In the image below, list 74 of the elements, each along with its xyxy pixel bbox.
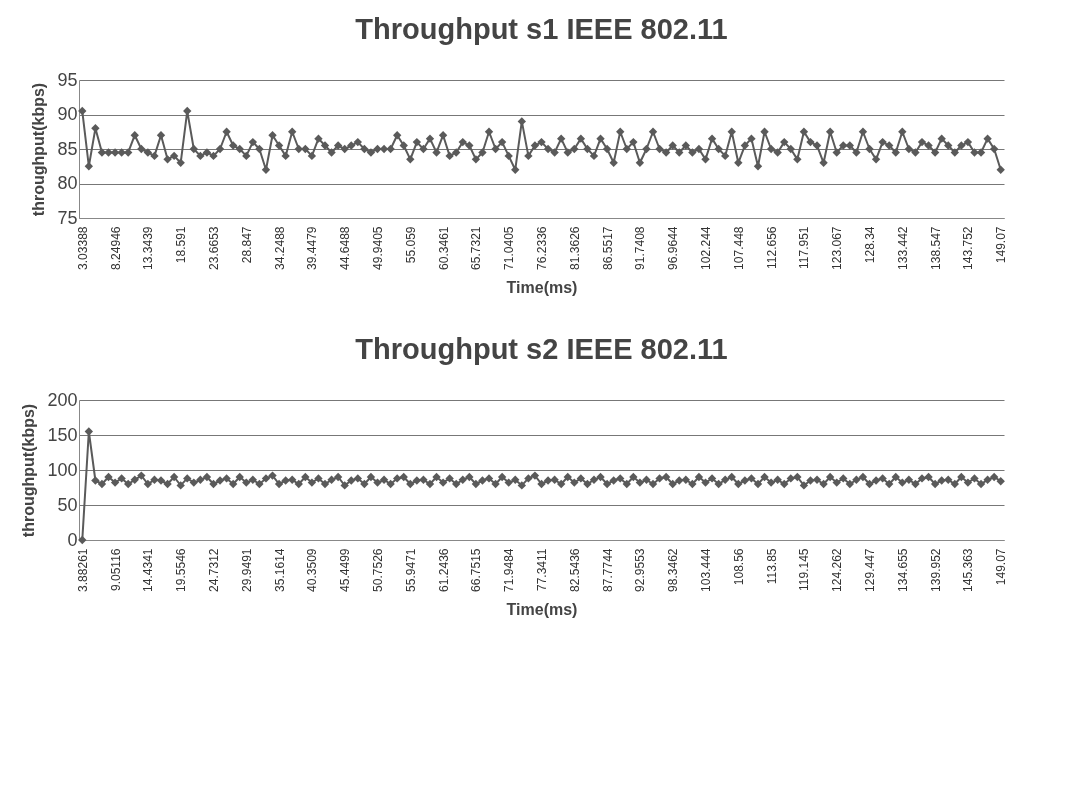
x-tick-label: 143.752	[961, 226, 976, 270]
x-tick-label: 149.07	[994, 548, 1009, 586]
x-tick-label: 23.6653	[206, 226, 221, 270]
y-tick-label: 100	[47, 459, 78, 480]
x-tick-label: 13.3439	[141, 226, 156, 270]
y-tick-label: 90	[57, 104, 78, 124]
y-tick-label: 75	[57, 207, 78, 228]
y-axis-title: throughput(kbps)	[30, 82, 48, 217]
x-tick-label: 9.05116	[108, 548, 123, 591]
x-tick-label: 45.4499	[338, 548, 353, 592]
x-tick-label: 107.448	[731, 226, 746, 270]
chart-title: Throughput s1 IEEE 802.11	[355, 13, 728, 45]
x-tick-label: 77.3411	[535, 548, 549, 591]
x-tick-label: 102.244	[699, 226, 714, 270]
x-tick-label: 117.951	[797, 226, 812, 269]
y-tick-label: 50	[57, 494, 78, 515]
x-tick-label: 40.3509	[305, 548, 320, 592]
x-axis-title: Time(ms)	[506, 278, 578, 296]
x-tick-label: 55.9471	[403, 548, 418, 592]
x-tick-label: 138.547	[928, 226, 943, 270]
x-tick-label: 55.059	[403, 226, 418, 264]
x-tick-label: 71.9484	[502, 548, 517, 592]
x-tick-label: 14.4341	[141, 548, 156, 592]
y-tick-label: 0	[67, 529, 78, 550]
x-tick-label: 86.5517	[600, 226, 615, 270]
x-tick-label: 49.9405	[370, 226, 385, 270]
x-tick-label: 35.1614	[272, 548, 287, 592]
x-tick-label: 39.4479	[305, 226, 320, 270]
x-tick-label: 19.5546	[174, 548, 189, 592]
x-tick-label: 128.34	[863, 226, 878, 264]
x-tick-label: 98.3462	[666, 548, 681, 592]
y-axis-title: throughput(kbps)	[20, 403, 38, 538]
x-tick-label: 145.363	[961, 548, 976, 592]
x-tick-label: 34.2488	[272, 226, 287, 270]
y-tick-label: 85	[57, 138, 78, 159]
x-tick-label: 8.24946	[108, 226, 123, 270]
x-axis-title: Time(ms)	[506, 600, 578, 618]
x-tick-label: 82.5436	[567, 548, 582, 592]
x-tick-label: 61.2436	[436, 548, 451, 592]
x-tick-label: 50.7526	[370, 548, 385, 592]
x-tick-label: 87.7744	[600, 548, 615, 592]
x-tick-label: 96.9644	[666, 226, 681, 270]
x-tick-label: 81.3626	[567, 226, 582, 270]
x-tick-label: 103.444	[699, 548, 714, 592]
x-tick-label: 113.85	[764, 548, 779, 585]
x-tick-label: 76.2336	[535, 226, 549, 270]
x-tick-label: 92.9553	[633, 548, 648, 592]
x-tick-label: 149.07	[994, 226, 1009, 264]
x-tick-label: 24.7312	[206, 548, 221, 592]
x-tick-label: 66.7515	[469, 548, 484, 592]
y-tick-label: 150	[47, 424, 78, 445]
x-tick-label: 65.7321	[469, 226, 484, 270]
x-tick-label: 71.0405	[502, 226, 517, 270]
x-tick-label: 60.3461	[436, 226, 451, 270]
x-tick-label: 44.6488	[338, 226, 353, 270]
x-tick-label: 112.656	[764, 226, 779, 269]
x-tick-label: 129.447	[863, 548, 878, 592]
x-tick-label: 3.03388	[75, 226, 90, 270]
x-tick-label: 91.7408	[633, 226, 648, 270]
x-tick-label: 18.591	[174, 226, 189, 264]
x-tick-label: 123.067	[830, 226, 845, 270]
x-tick-label: 3.88261	[75, 548, 90, 592]
x-tick-label: 28.847	[239, 226, 254, 264]
x-tick-label: 133.442	[895, 226, 910, 270]
x-tick-label: 124.262	[830, 548, 845, 592]
y-tick-label: 200	[47, 389, 78, 410]
x-tick-label: 108.56	[731, 548, 746, 586]
y-tick-label: 80	[57, 173, 78, 193]
chart-title: Throughput s2 IEEE 802.11	[355, 333, 728, 365]
x-tick-label: 119.145	[797, 548, 812, 591]
x-tick-label: 29.9491	[239, 548, 254, 592]
x-tick-label: 139.952	[928, 548, 943, 592]
x-tick-label: 134.655	[895, 548, 910, 592]
y-tick-label: 95	[57, 69, 78, 90]
